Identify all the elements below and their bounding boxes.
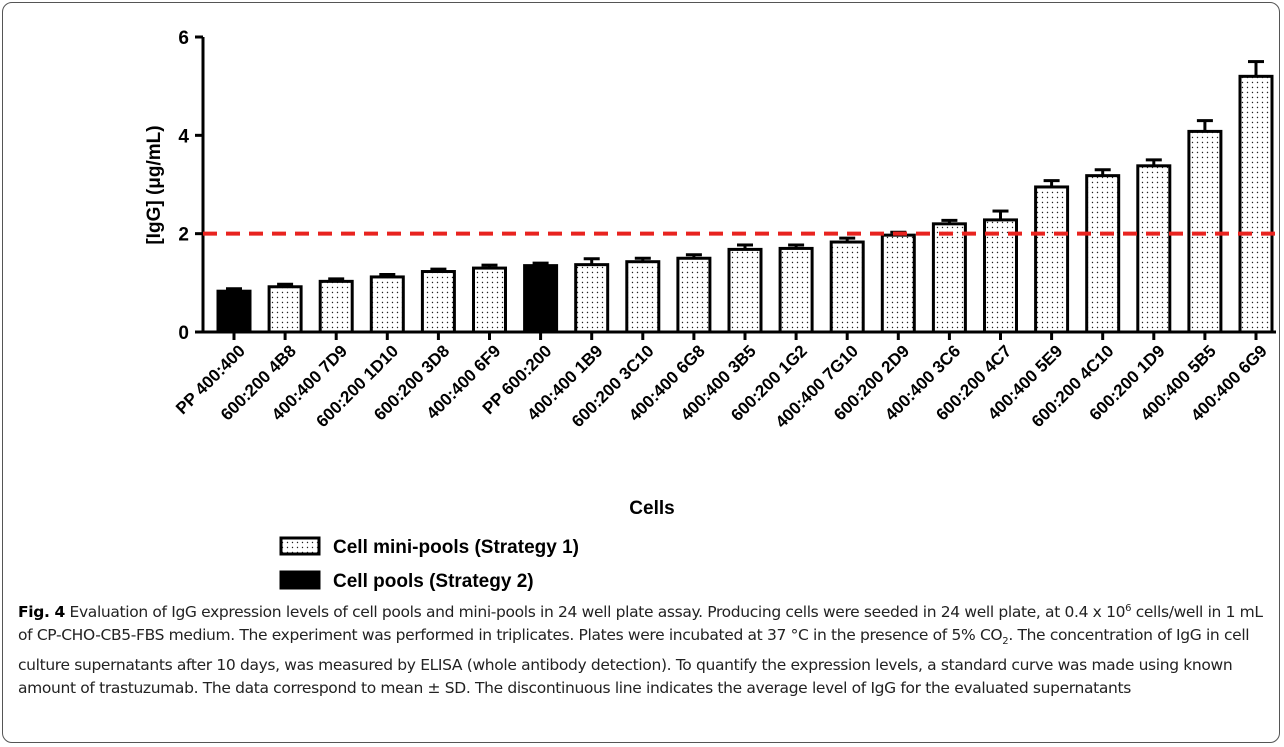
bar [625,260,661,334]
caption-text: cells/well in 1 mL of CP-CHO-CB5-FBS med… [18,603,1263,645]
caption-sub: 2 [1002,636,1009,648]
y-axis-title: [IgG] (μg/mL) [144,125,165,244]
y-tick-label: 4 [178,126,189,147]
legend-label: Cell pools (Strategy 2) [333,571,534,592]
caption: Fig. 4 Evaluation of IgG expression leve… [18,597,1268,700]
caption-text: . The concentration of IgG in cell cultu… [18,626,1250,698]
bar [1136,164,1172,334]
bar [778,246,814,334]
legend-swatch [279,536,321,556]
bar [523,264,559,334]
y-tick-label: 6 [178,28,189,49]
bar [472,266,507,334]
bar [574,263,610,334]
caption-label: Fig. 4 [18,603,65,622]
legend-swatch [279,570,321,590]
bar [369,275,405,334]
y-tick-label: 0 [178,323,189,344]
bar [983,218,1018,334]
bar [267,285,303,334]
bar [1085,174,1121,334]
bar [216,289,252,334]
x-axis-title: Cells [629,498,674,519]
bar [676,256,712,334]
legend-label: Cell mini-pools (Strategy 1) [333,537,579,558]
bar [318,279,354,334]
bar [420,270,456,334]
bar [931,222,967,334]
bar [880,233,916,334]
caption-text: Evaluation of IgG expression levels of c… [64,603,1126,622]
y-tick-label: 2 [178,225,189,246]
bar [829,240,865,334]
bar [727,247,763,334]
caption-sup: 6 [1125,603,1132,614]
bar [1238,74,1274,334]
bar [1034,185,1070,334]
